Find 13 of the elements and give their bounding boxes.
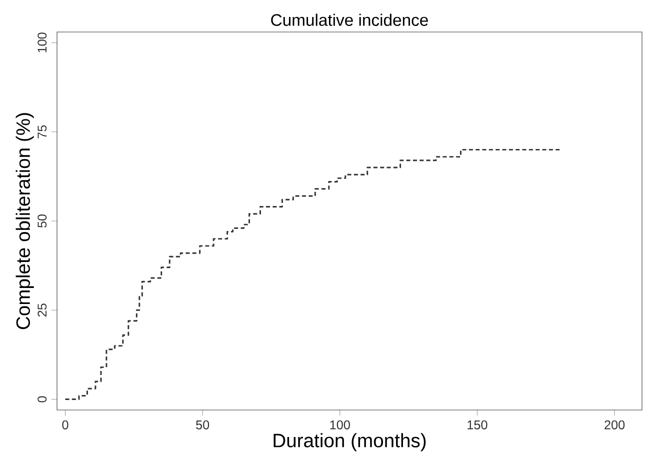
x-tick-label: 100 [330,420,350,430]
y-tick-label: 25 [38,304,47,317]
x-tick-label: 200 [604,420,625,430]
chart-title: Cumulative incidence [271,14,428,26]
y-tick-label: 0 [38,396,47,402]
x-tick-label: 150 [468,420,488,430]
y-tick-label: 50 [38,214,47,228]
x-tick-label: 0 [62,420,68,430]
y-axis-title: Complete obliteration (%) [16,113,34,330]
x-tick-label: 50 [196,420,210,430]
x-axis-title: Duration (months) [274,433,426,452]
y-tick-label: 75 [38,125,47,138]
y-tick-label: 100 [38,32,47,52]
